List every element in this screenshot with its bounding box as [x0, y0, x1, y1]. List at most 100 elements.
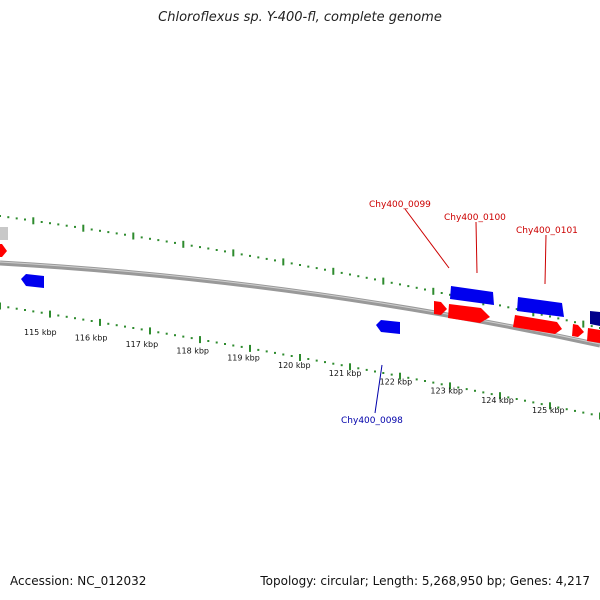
inner-minor-tick	[7, 306, 10, 309]
inner-minor-tick	[82, 318, 85, 321]
inner-minor-tick	[457, 386, 460, 389]
scale-label: 123 kbp	[430, 387, 463, 396]
inner-minor-tick	[57, 314, 60, 317]
inner-major-tick	[199, 336, 201, 344]
scale-label: 118 kbp	[176, 346, 209, 355]
inner-minor-tick	[90, 320, 93, 322]
outer-minor-tick	[57, 223, 60, 226]
inner-minor-tick	[374, 370, 376, 373]
inner-minor-tick	[32, 310, 35, 313]
outer-minor-tick	[157, 239, 160, 242]
inner-minor-tick	[157, 331, 160, 334]
label-chy400-0098[interactable]: Chy400_0098	[341, 416, 403, 426]
outer-minor-tick	[165, 240, 168, 243]
inner-minor-tick	[515, 398, 518, 400]
scale-label: 121 kbp	[329, 369, 362, 378]
map-title: Chloroflexus sp. Y-400-fl, complete geno…	[158, 10, 442, 25]
gene-chy400-0100[interactable]	[450, 286, 494, 305]
outer-minor-tick	[190, 244, 193, 247]
outer-major-tick	[32, 217, 35, 225]
scale-label: 115 kbp	[24, 328, 57, 337]
reverse-genes	[21, 274, 600, 334]
outer-tick-ring	[0, 215, 600, 329]
inner-minor-tick	[307, 358, 310, 360]
inner-minor-tick	[290, 355, 293, 357]
inner-minor-tick	[582, 411, 585, 414]
pointer-chy400-0099	[404, 208, 450, 269]
outer-minor-tick	[124, 233, 126, 236]
inner-minor-tick	[215, 341, 218, 344]
outer-minor-tick	[399, 283, 401, 286]
gene-reverse-right-1[interactable]	[517, 297, 564, 317]
gene-forward-small-2[interactable]	[572, 324, 584, 337]
gene-forward-small-1[interactable]	[434, 301, 447, 315]
outer-minor-tick	[440, 292, 443, 294]
outer-minor-tick	[99, 229, 101, 232]
inner-minor-tick	[174, 334, 176, 337]
inner-minor-tick	[15, 307, 18, 310]
outer-minor-tick	[249, 254, 251, 257]
outer-minor-tick	[407, 285, 410, 288]
inner-minor-tick	[357, 367, 360, 370]
outer-minor-tick	[357, 275, 360, 278]
outer-minor-tick	[290, 262, 293, 265]
outer-minor-tick	[540, 313, 543, 316]
inner-major-tick	[399, 372, 401, 380]
outer-minor-tick	[390, 281, 393, 284]
outer-minor-tick	[199, 246, 201, 249]
outer-minor-tick	[90, 228, 93, 231]
inner-minor-tick	[115, 324, 118, 327]
inner-major-tick	[99, 318, 101, 326]
gene-reverse-right-edge[interactable]	[590, 311, 600, 326]
label-chy400-0099[interactable]: Chy400_0099	[369, 200, 431, 210]
outer-minor-tick	[240, 253, 243, 256]
outer-minor-tick	[415, 286, 418, 289]
outer-minor-tick	[7, 216, 10, 219]
pointer-chy400-0101	[544, 234, 547, 285]
label-chy400-0101[interactable]: Chy400_0101	[516, 226, 578, 236]
inner-minor-tick	[590, 413, 593, 416]
gene-chy400-0099[interactable]	[448, 304, 490, 323]
inner-minor-tick	[565, 408, 568, 411]
outer-minor-tick	[65, 224, 68, 227]
inner-major-tick	[349, 363, 351, 371]
outer-minor-tick	[507, 306, 510, 309]
inner-major-tick	[499, 392, 501, 400]
outer-minor-tick	[215, 249, 218, 251]
gene-chy400-0098[interactable]	[376, 320, 400, 334]
gene-forward-left-edge[interactable]	[0, 244, 7, 257]
inner-major-tick	[299, 354, 301, 361]
gene-other-left-edge[interactable]	[0, 227, 8, 240]
genome-backbone	[0, 260, 600, 348]
gene-reverse-left[interactable]	[21, 274, 44, 288]
outer-minor-tick	[340, 271, 343, 274]
inner-minor-tick	[207, 340, 210, 342]
inner-minor-tick	[257, 348, 260, 351]
inner-minor-tick	[474, 389, 476, 392]
outer-minor-tick	[265, 257, 268, 260]
inner-major-tick	[249, 344, 251, 352]
outer-minor-tick	[349, 273, 351, 276]
inner-minor-tick	[182, 335, 185, 338]
outer-minor-tick	[24, 218, 26, 221]
outer-minor-tick	[174, 241, 176, 244]
gene-chy400-0101[interactable]	[513, 315, 562, 334]
inner-minor-tick	[240, 345, 243, 348]
outer-minor-tick	[40, 221, 43, 223]
scale-label: 116 kbp	[75, 334, 108, 343]
inner-minor-tick	[132, 327, 135, 329]
inner-minor-tick	[265, 350, 268, 353]
outer-minor-tick	[0, 215, 1, 217]
inner-minor-tick	[574, 409, 576, 412]
outer-minor-tick	[374, 278, 376, 281]
inner-minor-tick	[382, 372, 385, 374]
scale-label: 125 kbp	[532, 406, 565, 415]
outer-minor-tick	[207, 247, 210, 250]
inner-minor-tick	[465, 388, 468, 391]
gene-forward-right-edge[interactable]	[587, 328, 600, 343]
inner-minor-tick	[74, 317, 76, 320]
inner-minor-tick	[424, 380, 426, 382]
accession-text: Accession: NC_012032	[10, 574, 147, 588]
label-chy400-0100[interactable]: Chy400_0100	[444, 213, 506, 223]
